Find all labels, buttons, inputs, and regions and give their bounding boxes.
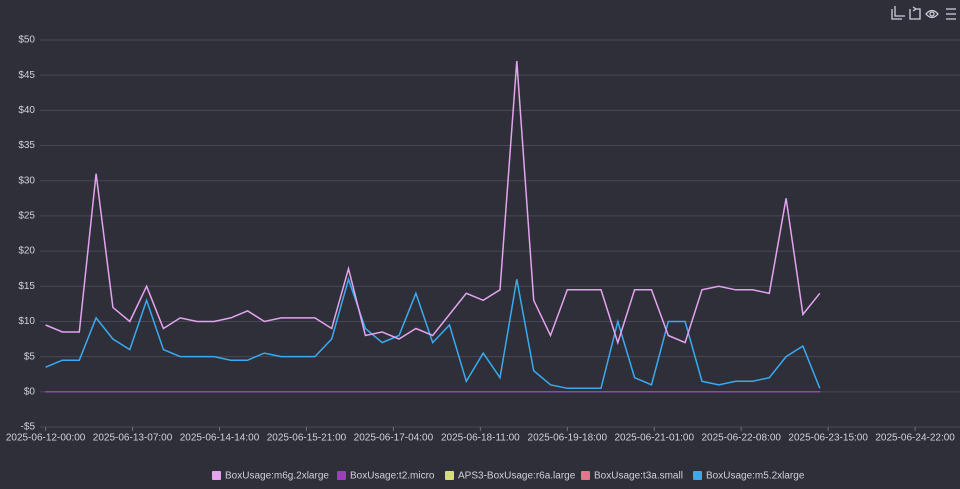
x-tick-label: 2025-06-19-18:00: [528, 433, 608, 444]
x-tick-label: 2025-06-14-14:00: [180, 433, 260, 444]
legend-swatch[interactable]: [693, 471, 702, 480]
zoom-icon[interactable]: [891, 6, 905, 20]
legend-label[interactable]: BoxUsage:m6g.2xlarge: [225, 471, 329, 482]
x-tick-label: 2025-06-22-08:00: [701, 433, 781, 444]
x-tick-label: 2025-06-18-11:00: [441, 433, 520, 444]
y-tick-label: -$5: [21, 422, 36, 433]
x-tick-label: 2025-06-23-15:00: [788, 433, 868, 444]
x-tick-label: 2025-06-17-04:00: [354, 433, 434, 444]
x-tick-label: 2025-06-24-22:00: [875, 433, 955, 444]
y-tick-label: $10: [18, 316, 35, 327]
x-tick-label: 2025-06-12-00:00: [6, 433, 86, 444]
view-icon[interactable]: [925, 9, 939, 19]
restore-icon[interactable]: [909, 6, 921, 20]
y-tick-label: $25: [18, 211, 35, 222]
x-tick-label: 2025-06-13-07:00: [93, 433, 173, 444]
legend-label[interactable]: BoxUsage:t3a.small: [594, 471, 683, 482]
y-tick-label: $20: [18, 246, 35, 257]
legend-swatch[interactable]: [581, 471, 590, 480]
y-tick-label: $30: [18, 175, 35, 186]
series-line: [45, 61, 821, 346]
legend-label[interactable]: BoxUsage:m5.2xlarge: [706, 471, 805, 482]
menu-icon[interactable]: [946, 8, 956, 20]
y-tick-label: $5: [24, 351, 36, 362]
legend-swatch[interactable]: [212, 471, 221, 480]
y-tick-label: $50: [18, 35, 35, 46]
legend-swatch[interactable]: [445, 471, 454, 480]
y-tick-label: $45: [18, 70, 35, 81]
y-tick-label: $35: [18, 140, 35, 151]
legend-swatch[interactable]: [337, 471, 346, 480]
x-tick-label: 2025-06-21-01:00: [615, 433, 695, 444]
legend-label[interactable]: APS3-BoxUsage:r6a.large: [458, 471, 576, 482]
y-tick-label: $40: [18, 105, 35, 116]
series-line: [45, 276, 821, 390]
x-tick-label: 2025-06-15-21:00: [267, 433, 347, 444]
y-tick-label: $0: [24, 386, 36, 397]
toolbar: [891, 6, 956, 20]
legend-label[interactable]: BoxUsage:t2.micro: [350, 471, 435, 482]
y-tick-label: $15: [18, 281, 35, 292]
